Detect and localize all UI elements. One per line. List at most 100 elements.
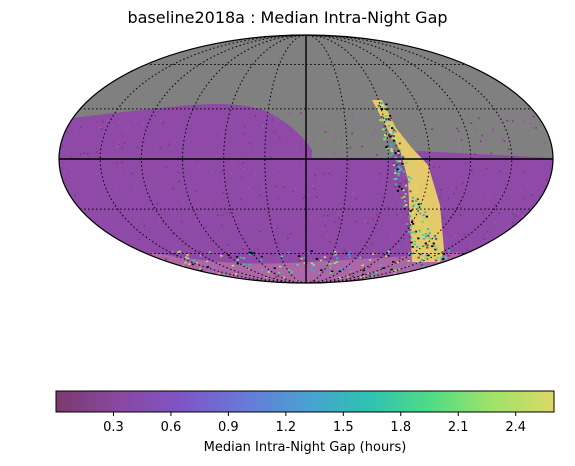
strip-pixel	[402, 170, 405, 173]
south-band-pixel	[396, 261, 400, 263]
south-band-pixel	[251, 252, 254, 255]
strip-pixel	[395, 144, 398, 147]
south-band-pixel	[208, 251, 212, 253]
footprint-pixel	[369, 197, 372, 199]
south-band-pixel	[434, 259, 438, 262]
strip-pixel	[428, 232, 431, 235]
footprint-pixel	[84, 154, 86, 157]
strip-pixel	[403, 200, 407, 203]
south-band-pixel	[348, 256, 352, 259]
strip-pixel	[399, 167, 402, 170]
south-band-pixel	[236, 259, 239, 261]
footprint-pixel	[447, 197, 450, 199]
south-band-pixel	[382, 267, 385, 269]
footprint-pixel	[121, 161, 123, 164]
strip-pixel	[400, 155, 403, 158]
footprint-pixel	[221, 170, 224, 173]
footprint-pixel	[124, 142, 126, 144]
colorbar-label: Median Intra-Night Gap (hours)	[203, 440, 407, 455]
footprint-pixel	[365, 222, 368, 224]
footprint-pixel	[459, 214, 462, 217]
footprint-pixel	[228, 256, 230, 258]
strip-pixel	[443, 258, 446, 260]
footprint-pixel	[526, 216, 529, 219]
strip-pixel	[384, 113, 387, 116]
south-band-pixel	[422, 260, 426, 263]
footprint-pixel	[461, 182, 464, 184]
footprint-pixel	[366, 246, 368, 249]
footprint-pixel	[337, 112, 340, 115]
footprint-pixel	[355, 220, 358, 223]
south-band-pixel	[277, 271, 281, 274]
south-band-pixel	[441, 258, 445, 260]
footprint-pixel	[530, 122, 532, 125]
footprint-pixel	[255, 147, 257, 149]
strip-pixel	[398, 154, 401, 156]
south-band-pixel	[309, 267, 312, 270]
south-band-pixel	[367, 272, 371, 275]
south-band-pixel	[457, 261, 461, 264]
footprint-pixel	[357, 253, 360, 256]
south-band-pixel	[195, 262, 198, 265]
footprint-pixel	[393, 187, 395, 190]
colorbar-tick-label: 0.9	[218, 420, 239, 435]
footprint-pixel	[348, 168, 350, 171]
footprint-pixel	[462, 148, 464, 150]
sky-map	[59, 35, 553, 283]
south-band-pixel	[160, 269, 164, 272]
strip-pixel	[417, 231, 420, 234]
south-band-pixel	[362, 274, 366, 277]
footprint-pixel	[512, 120, 514, 122]
strip-pixel	[400, 168, 403, 171]
footprint-pixel	[527, 255, 530, 257]
south-band-pixel	[442, 253, 446, 255]
footprint-pixel	[204, 225, 207, 228]
south-band-pixel	[350, 271, 353, 274]
footprint-pixel	[391, 204, 394, 206]
south-band-pixel	[396, 280, 399, 282]
strip-pixel	[435, 239, 439, 242]
footprint-pixel	[327, 170, 330, 172]
south-band-pixel	[350, 272, 353, 275]
footprint-pixel	[397, 246, 400, 248]
footprint-pixel	[486, 234, 489, 236]
strip-pixel	[433, 244, 436, 247]
footprint-pixel	[316, 119, 318, 121]
south-band-pixel	[201, 275, 204, 278]
footprint-pixel	[194, 190, 197, 193]
footprint-pixel	[149, 237, 151, 240]
footprint-pixel	[494, 221, 497, 223]
south-band-pixel	[164, 276, 168, 279]
strip-pixel	[384, 115, 388, 117]
footprint-pixel	[367, 225, 369, 227]
south-band-pixel	[162, 278, 166, 281]
strip-pixel	[397, 172, 400, 175]
footprint-pixel	[457, 260, 460, 262]
south-band-pixel	[278, 265, 282, 268]
south-band-pixel	[234, 261, 238, 264]
strip-pixel	[397, 174, 400, 177]
footprint-pixel	[326, 234, 328, 237]
footprint-pixel	[454, 211, 457, 213]
footprint-pixel	[83, 227, 86, 230]
footprint-pixel	[65, 118, 67, 120]
footprint-pixel	[257, 248, 259, 250]
colorbar	[55, 390, 555, 413]
strip-pixel	[424, 211, 427, 214]
strip-pixel	[398, 142, 401, 145]
strip-pixel	[411, 205, 414, 208]
footprint-pixel	[142, 147, 145, 150]
footprint-pixel	[240, 176, 243, 179]
strip-pixel	[440, 253, 443, 256]
strip-pixel	[396, 165, 400, 168]
footprint-pixel	[222, 134, 225, 137]
footprint-pixel	[372, 218, 375, 221]
strip-pixel	[391, 137, 394, 140]
footprint-pixel	[118, 121, 120, 124]
footprint-pixel	[494, 204, 496, 206]
strip-pixel	[398, 169, 401, 172]
south-band-pixel	[457, 278, 460, 281]
footprint-pixel	[215, 180, 217, 183]
footprint-pixel	[406, 227, 408, 230]
south-band-pixel	[456, 277, 460, 280]
